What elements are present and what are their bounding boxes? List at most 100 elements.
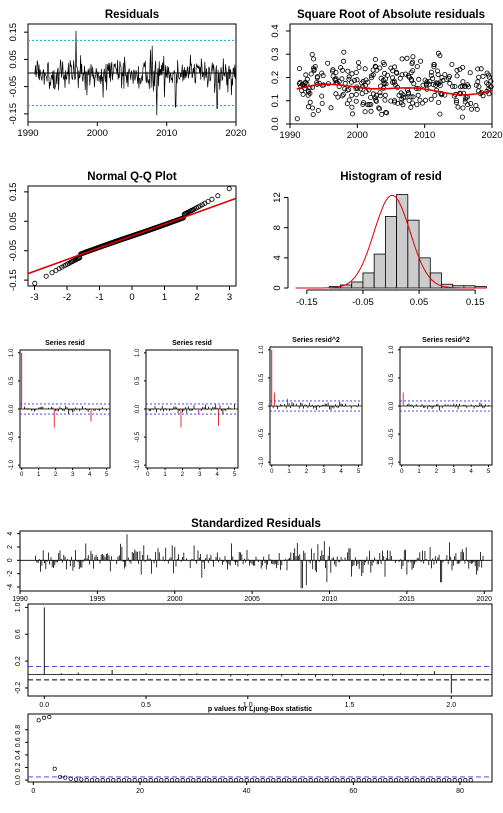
p-value-point: [356, 778, 361, 783]
data-point: [428, 69, 434, 75]
panel-title: p values for Ljung-Box statistic: [208, 706, 312, 713]
data-point: [422, 97, 428, 103]
x-tick-label: 0.0: [39, 702, 49, 709]
p-value-point: [468, 778, 473, 783]
data-point: [476, 74, 482, 80]
data-point: [304, 76, 310, 82]
data-point: [372, 95, 378, 101]
data-point: [427, 78, 433, 84]
x-tick-label: 2: [181, 472, 185, 478]
data-point: [408, 104, 414, 110]
panel-ljung-box: 0 20 40 60 80 0.0 0.2 0.4 0.6 0.8 p values for Lju…: [15, 706, 493, 795]
y-tick-label: 1.0: [389, 345, 395, 354]
data-point: [377, 65, 383, 71]
p-value-point: [297, 778, 303, 783]
x-tick-label: 2.0: [446, 702, 456, 709]
panel-title: Series resid^2: [422, 336, 470, 344]
smooth-trend-line: [296, 83, 493, 96]
data-point: [362, 66, 368, 72]
plot-frame: [27, 713, 493, 783]
data-point: [353, 98, 359, 104]
panel-sqrt-abs-residuals: 1990 2000 2010 2020 0.0 0.1 0.2 0.3 0.4 Square Ro…: [270, 9, 503, 141]
p-value-point: [212, 778, 217, 783]
data-point: [410, 54, 416, 60]
data-point: [404, 55, 410, 61]
panel-residuals: 1990 2000 2010 2020 -0.15 -0.05 0.05 0.15 Residu…: [8, 9, 247, 139]
data-point: [411, 81, 417, 87]
panel-title: Series resid: [172, 340, 212, 347]
x-tick-label: 0.5: [141, 702, 151, 709]
plot-frame: [19, 530, 493, 592]
data-point: [449, 84, 455, 90]
p-value-point: [265, 778, 271, 783]
p-value-point: [420, 778, 425, 783]
y-tick-label: 0.5: [9, 376, 15, 385]
data-point: [296, 66, 302, 72]
data-point: [420, 82, 426, 88]
p-value-point: [201, 778, 207, 783]
data-point: [363, 89, 369, 95]
y-tick-label: 0.3: [270, 48, 281, 61]
p-value-point: [148, 778, 153, 783]
data-point: [410, 59, 416, 65]
x-tick-label: 2: [305, 469, 309, 475]
x-tick-label: 2: [54, 472, 58, 478]
p-value-point: [207, 778, 212, 783]
data-point: [486, 74, 492, 80]
x-tick-label: 40: [243, 788, 251, 795]
data-point: [408, 76, 414, 82]
data-point: [469, 106, 475, 112]
y-tick-label: 0.5: [389, 373, 395, 382]
data-point: [309, 52, 315, 58]
qq-reference-line: [27, 197, 237, 275]
data-point: [344, 87, 350, 93]
data-point: [314, 75, 320, 81]
quantile-point: [199, 202, 205, 208]
y-tick-label: 0.0: [135, 404, 141, 413]
y-tick-label: 4: [272, 255, 283, 260]
quantile-point: [209, 196, 215, 202]
data-point: [416, 76, 422, 82]
data-point: [397, 75, 403, 81]
x-tick-label: 2020: [476, 596, 492, 603]
p-value-point: [217, 778, 223, 783]
panel-title: Series resid^2: [292, 336, 340, 344]
x-tick-label: 3: [452, 469, 456, 475]
x-tick-label: 1990: [17, 128, 38, 139]
panel-pacf-resid-sq: 0 1 2 3 4 5 -1.0 -0.5 0.0 0.5 1.0 Series resid^2: [389, 336, 493, 475]
p-value-point: [63, 775, 68, 780]
p-value-point: [383, 778, 388, 783]
y-tick-label: 1.0: [9, 348, 15, 357]
y-tick-label: 0.15: [8, 23, 19, 42]
y-tick-label: 0.0: [15, 775, 22, 785]
data-point: [333, 70, 339, 76]
x-tick-label: 5: [233, 472, 237, 478]
data-point: [417, 97, 423, 103]
x-tick-label: 2010: [156, 128, 177, 139]
data-point: [325, 60, 331, 66]
quantile-point: [56, 266, 62, 272]
data-point: [388, 98, 394, 104]
data-point: [406, 98, 412, 104]
x-tick-label: 5: [487, 469, 491, 475]
p-value-point: [68, 776, 73, 781]
data-point: [414, 102, 420, 108]
panel-normal-qq: -3 -2 -1 0 1 2 3 -0.15 -0.05 0.05 0.15 Normal Q-Q P…: [8, 171, 237, 303]
data-point: [383, 109, 389, 115]
y-tick-label: 0.5: [135, 376, 141, 385]
data-point: [346, 76, 352, 82]
data-point: [418, 58, 424, 64]
data-point: [439, 75, 445, 81]
data-point: [294, 116, 300, 122]
data-point: [339, 76, 345, 82]
x-tick-label: 2005: [244, 596, 260, 603]
data-point: [419, 100, 425, 106]
y-tick-label: -1.0: [135, 459, 141, 470]
p-value-point: [457, 778, 463, 783]
y-tick-label: -0.5: [259, 428, 265, 439]
panel-title: Series resid: [45, 340, 85, 347]
quantile-point: [215, 193, 221, 199]
data-point: [377, 90, 383, 96]
x-tick-label: 4: [469, 469, 473, 475]
